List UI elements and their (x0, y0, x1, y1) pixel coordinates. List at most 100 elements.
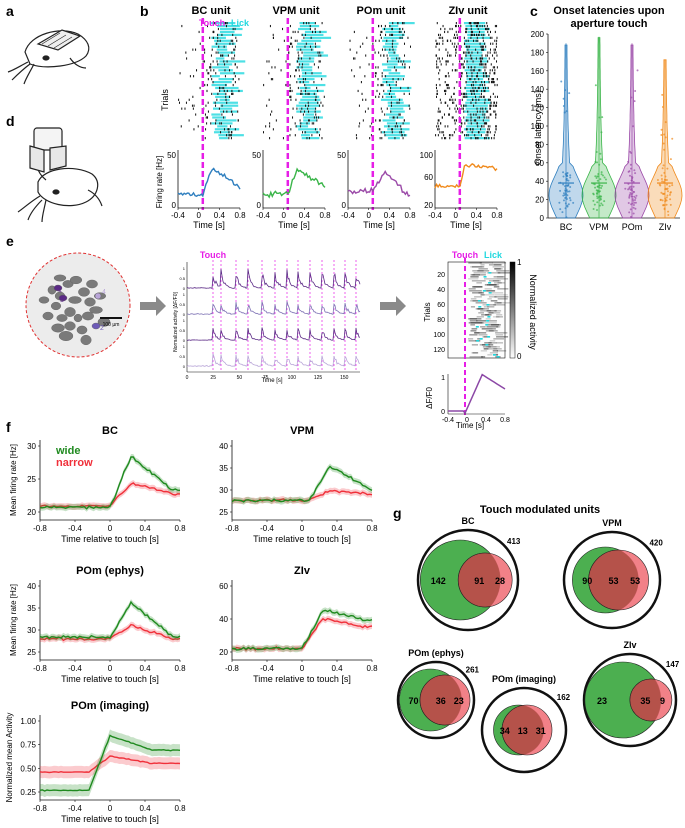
psth-xtick: 0 (196, 211, 201, 220)
rate-ylabel: Normalized mean Activity (5, 713, 14, 803)
trace-xtick: 100 (288, 375, 297, 381)
rate-ytick: 30 (219, 486, 228, 495)
rate-ytick: 40 (219, 615, 228, 624)
calcium-trace (186, 353, 361, 367)
panel-letter-f: f (6, 419, 11, 435)
rate-xtick: 0.4 (139, 664, 151, 673)
rate-xtick: -0.4 (68, 524, 82, 533)
rate-ytick: 0.50 (20, 764, 36, 773)
venn-title: POm (ephys) (408, 648, 464, 658)
mean-ytick: 1 (441, 375, 445, 382)
colorbar (509, 261, 516, 359)
psth-ytick: 50 (252, 151, 261, 160)
traces-touch-label: Touch (200, 250, 226, 260)
venn-total-circle (480, 686, 568, 774)
wide-curve (231, 465, 373, 503)
violin-category: POm (622, 222, 643, 232)
panel-letter-d: d (6, 113, 15, 129)
rate-xtick: -0.8 (33, 664, 47, 673)
rate-ytick: 40 (219, 442, 228, 451)
rate-xtick: -0.4 (68, 664, 82, 673)
arrow-right-icon-2 (380, 296, 406, 316)
rate-ytick: 30 (27, 442, 36, 451)
psth-xtick: 0.4 (214, 211, 226, 220)
psth-ytick: 0 (342, 201, 347, 210)
venn-wide-count: 70 (408, 696, 418, 706)
mean-xtick: 0 (465, 417, 469, 424)
rate-xlabel: Time relative to touch [s] (61, 814, 159, 824)
panel-letter-a: a (6, 3, 14, 19)
venn-3: POm (imaging) 34 13 31 162 (480, 674, 571, 774)
panel-letter-g: g (393, 505, 402, 521)
panel-c-ylabel: Onset latency [ms] (533, 91, 543, 166)
unit-title: VPM unit (272, 5, 319, 17)
trace-xtick: 0 (186, 375, 189, 381)
violin-ytick: 200 (531, 30, 545, 39)
rate-plot-title: POm (imaging) (71, 700, 150, 712)
raster-ytick: 20 (437, 272, 445, 279)
panel-c-violins: 0 20 40 60 80 100 120 140 160 180 200 BC VPM POm ZIv (531, 30, 683, 232)
psth-xtick: 0.4 (471, 211, 483, 220)
venn-total-circle (396, 660, 476, 740)
psth-xtick: 0 (281, 211, 286, 220)
venn-wide-count: 142 (431, 576, 446, 586)
venn-narrow-count: 53 (630, 576, 640, 586)
psth-line (434, 163, 498, 189)
venn-total-count: 413 (507, 537, 521, 546)
venn-wide-count: 23 (597, 696, 607, 706)
legend-wide: wide (55, 445, 80, 457)
rate-plot-1: VPM 25 30 35 40 -0.8 -0.4 0 0.4 0.8 Time relative … (219, 425, 378, 544)
roi-label-3: 3 (60, 297, 64, 304)
rate-xtick: 0 (300, 524, 305, 533)
trace-ytick: 1 (183, 266, 186, 271)
wide-curve (231, 609, 373, 651)
traces-xlabel: Time [s] (261, 378, 282, 384)
violin-VPM: VPM (581, 36, 617, 232)
rate-xlabel: Time relative to touch [s] (253, 674, 351, 684)
rate-plot-title: ZIv (294, 565, 311, 577)
psth-xtick: 0.8 (491, 211, 503, 220)
venn-total-circle (416, 528, 520, 632)
psth-xlabel: Time [s] (363, 220, 395, 230)
violin-BC: BC (548, 43, 584, 232)
venn-title: ZIv (623, 640, 636, 650)
scale-bar-label: 100 µm (103, 322, 120, 328)
rate-ytick: 0.25 (20, 788, 36, 797)
rate-xtick: 0 (108, 804, 113, 813)
rate-ytick: 25 (219, 508, 228, 517)
psth-xtick: 0.4 (384, 211, 396, 220)
trace-ytick: 0.5 (179, 276, 185, 281)
violin-category: BC (560, 222, 573, 232)
psth-ytick: 50 (167, 151, 176, 160)
venn-wide-count: 34 (500, 726, 510, 736)
trace-ytick: 0 (183, 364, 186, 369)
rate-ylabel: Mean firing rate [Hz] (9, 444, 18, 516)
raster-touch-label: Touch (452, 250, 478, 260)
rate-ytick: 1.00 (20, 717, 36, 726)
trace-ytick: 0 (183, 286, 186, 291)
roi-label-1: 1 (58, 287, 62, 294)
wide-curve (39, 734, 181, 792)
rate-xlabel: Time relative to touch [s] (61, 534, 159, 544)
unit-title: BC unit (191, 5, 230, 17)
psth-ytick: 100 (420, 151, 434, 160)
rate-xtick: -0.8 (225, 524, 239, 533)
psth-ytick: 60 (424, 173, 433, 182)
trace-ytick: 1 (183, 292, 186, 297)
lick-label: Lick (231, 18, 250, 28)
rate-plot-title: BC (102, 425, 118, 437)
rate-plot-title: VPM (290, 425, 314, 437)
raster-ytick: 40 (437, 287, 445, 294)
violin-ytick: 60 (535, 159, 544, 168)
panel-g-venns: BC 142 91 28 413 VPM 90 53 53 420 POm (ephys) 70 36 2… (396, 516, 680, 774)
mean-xtick: 0.8 (500, 417, 510, 424)
rate-ytick: 60 (219, 582, 228, 591)
rate-xtick: 0.4 (139, 804, 151, 813)
unit-title: POm unit (357, 5, 406, 17)
mean-xtick: -0.4 (442, 417, 454, 424)
venn-1: VPM 90 53 53 420 (562, 518, 663, 630)
mean-trace-xlabel: Time [s] (456, 421, 484, 430)
